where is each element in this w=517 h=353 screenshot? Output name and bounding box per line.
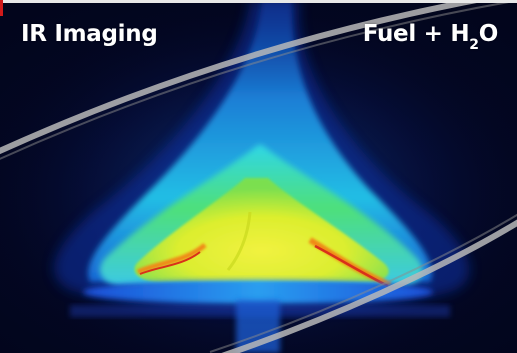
hot-ridge-right-core — [314, 244, 389, 288]
flame-core — [134, 178, 389, 282]
band-lower — [221, 219, 517, 353]
fuel-water-subscript: 2 — [469, 37, 479, 53]
band-lower-shade — [209, 213, 517, 353]
fuel-water-main: Fuel + H — [362, 21, 470, 47]
hot-ridge-left-core — [139, 251, 201, 275]
fuel-water-label: Fuel + H2O — [362, 20, 499, 59]
burner-base — [83, 280, 433, 304]
band-upper-shade — [0, 0, 517, 160]
fuel-water-suffix: O — [478, 21, 499, 47]
ir-imaging-label: IR Imaging — [21, 21, 158, 47]
core-fold — [226, 211, 252, 271]
hot-ridge-left — [136, 243, 207, 275]
band-upper — [0, 0, 493, 155]
